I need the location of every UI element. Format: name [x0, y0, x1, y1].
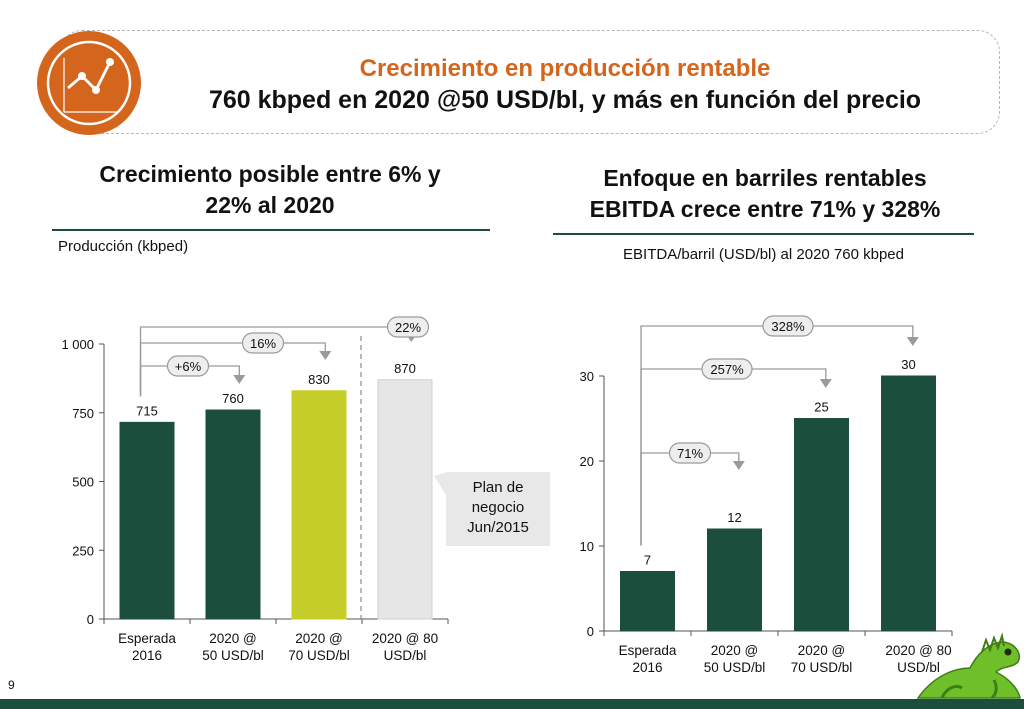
- ebitda-category-label: USD/bl: [897, 660, 940, 675]
- callout-line3: Jun/2015: [467, 519, 529, 536]
- ebitda-category-label: 70 USD/bl: [791, 660, 853, 675]
- prod-category-label: 2020 @ 80: [372, 631, 438, 646]
- left-panel-title-line1: Crecimiento posible entre 6% y: [99, 161, 441, 187]
- prod-annotation-pill: [241, 332, 285, 354]
- prod-y-tick-label: 0: [87, 612, 94, 627]
- callout-pointer: [434, 472, 448, 498]
- prod-bar: [377, 379, 433, 620]
- prod-value-label: 760: [222, 391, 244, 406]
- production-bar-chart: 0 250 500 750 1 000 715 Esperada 2016 760 2020 @ 5…: [61, 316, 449, 663]
- prod-category-label: Esperada: [118, 631, 176, 646]
- prod-annotation-label: +6%: [175, 359, 202, 374]
- growth-chart-logo-icon: [37, 31, 141, 135]
- prod-bar: [205, 409, 261, 620]
- ebitda-annotation-label: 257%: [710, 362, 744, 377]
- prod-y-tick-label: 250: [72, 543, 94, 558]
- footer-bar: [0, 699, 1024, 709]
- prod-value-label: 870: [394, 361, 416, 376]
- prod-category-label: 2016: [132, 648, 162, 663]
- ebitda-y-tick-label: 10: [580, 539, 594, 554]
- ebitda-annotation-label: 328%: [771, 319, 805, 334]
- ebitda-annotation-pill: [701, 358, 753, 380]
- header-subtitle: 760 kbped en 2020 @50 USD/bl, y más en f…: [208, 86, 922, 114]
- ebitda-category-label: 2020 @: [711, 643, 759, 658]
- ebitda-category-label: Esperada: [619, 643, 677, 658]
- ebitda-value-label: 12: [727, 510, 741, 525]
- ebitda-category-label: 2016: [632, 660, 662, 675]
- callout-line1: Plan de: [472, 479, 524, 496]
- callout-line2: negocio: [471, 499, 525, 516]
- left-panel-subtitle: Producción (kbped): [58, 238, 189, 255]
- prod-category-label: 2020 @: [295, 631, 343, 646]
- ebitda-category-label: 50 USD/bl: [704, 660, 766, 675]
- ebitda-category-label: 2020 @ 80: [885, 643, 951, 658]
- ebitda-annotation-pill: [762, 315, 814, 337]
- ebitda-y-tick-label: 20: [580, 454, 594, 469]
- prod-annotation-arrowhead: [319, 351, 332, 360]
- prod-category-label: 2020 @: [209, 631, 257, 646]
- prod-category-label: USD/bl: [384, 648, 427, 663]
- ebitda-annotation-bracket: [640, 325, 914, 546]
- prod-annotation-arrowhead: [233, 375, 246, 384]
- prod-y-tick-label: 1 000: [61, 337, 94, 352]
- prod-bar: [291, 390, 347, 620]
- left-panel-title-line2: 22% al 2020: [205, 192, 335, 218]
- ebitda-category-label: 2020 @: [798, 643, 846, 658]
- business-plan-callout: Plan de negocio Jun/2015: [446, 472, 550, 546]
- left-panel-title: Crecimiento posible entre 6% y 22% al 20…: [40, 159, 500, 221]
- ebitda-value-label: 30: [901, 357, 915, 372]
- prod-y-tick-label: 750: [72, 406, 94, 421]
- right-panel-title-line2: EBITDA crece entre 71% y 328%: [589, 196, 941, 222]
- left-panel-divider: [52, 229, 490, 231]
- right-panel-title-line1: Enfoque en barriles rentables: [603, 165, 927, 191]
- right-panel-subtitle: EBITDA/barril (USD/bl) al 2020 760 kbped: [623, 246, 904, 263]
- ebitda-y-tick-label: 30: [580, 369, 594, 384]
- ebitda-bar: [794, 418, 849, 632]
- ebitda-annotation-pill: [668, 442, 712, 464]
- ebitda-annotation-arrowhead: [819, 379, 832, 388]
- right-panel-title: Enfoque en barriles rentables EBITDA cre…: [540, 163, 990, 225]
- ebitda-bar: [620, 571, 675, 632]
- page-number: 9: [8, 678, 15, 692]
- iguana-mascot-icon: [916, 632, 1021, 700]
- right-panel-divider: [553, 233, 974, 235]
- prod-bar: [119, 421, 175, 620]
- prod-category-label: 70 USD/bl: [288, 648, 350, 663]
- prod-category-label: 50 USD/bl: [202, 648, 264, 663]
- header-title: Crecimiento en producción rentable: [359, 55, 771, 82]
- ebitda-annotation-label: 71%: [677, 446, 703, 461]
- prod-value-label: 830: [308, 372, 330, 387]
- prod-annotation-label: 16%: [250, 336, 276, 351]
- prod-annotation-pill: [166, 355, 210, 377]
- ebitda-bar: [881, 375, 936, 632]
- ebitda-annotation-arrowhead: [906, 337, 919, 346]
- prod-y-tick-label: 500: [72, 475, 94, 490]
- prod-annotation-label: 22%: [395, 320, 421, 335]
- ebitda-annotation-arrowhead: [732, 461, 745, 470]
- prod-value-label: 715: [136, 403, 158, 418]
- prod-annotation-pill: [386, 316, 430, 338]
- ebitda-value-label: 25: [814, 400, 828, 415]
- ebitda-bar: [707, 528, 762, 632]
- ebitda-y-tick-label: 0: [587, 624, 594, 639]
- ebitda-value-label: 7: [644, 553, 651, 568]
